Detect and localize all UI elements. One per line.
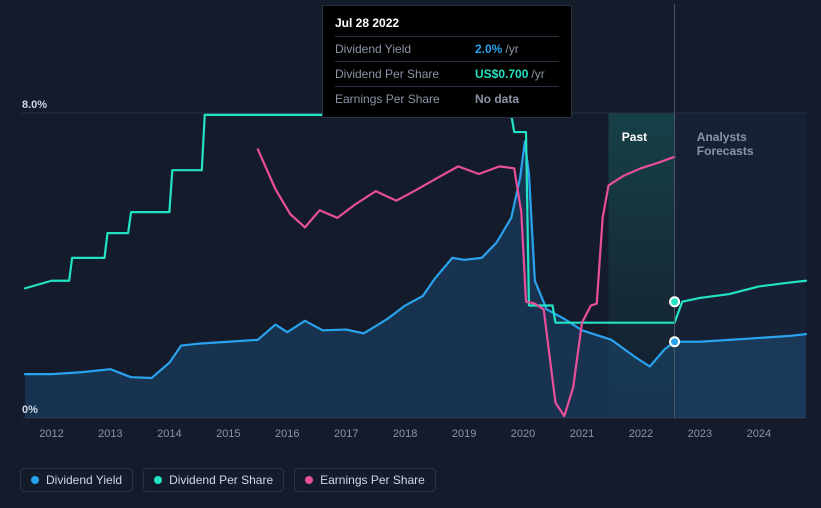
x-axis-label: 2015 — [216, 428, 240, 440]
x-axis-label: 2020 — [511, 428, 535, 440]
tooltip-label: Earnings Per Share — [335, 90, 475, 108]
legend-label: Dividend Per Share — [169, 473, 273, 487]
tooltip-label: Dividend Yield — [335, 40, 475, 58]
tooltip-unit: /yr — [505, 40, 518, 58]
tooltip-value: US$0.700 — [475, 65, 528, 83]
chart-legend: Dividend Yield Dividend Per Share Earnin… — [20, 468, 436, 492]
y-axis-label: 0% — [22, 404, 38, 416]
x-axis-label: 2014 — [157, 428, 181, 440]
tooltip-row: Dividend Yield 2.0% /yr — [335, 36, 559, 61]
x-axis-label: 2013 — [98, 428, 122, 440]
x-axis-label: 2012 — [39, 428, 63, 440]
x-axis-label: 2019 — [452, 428, 476, 440]
legend-label: Dividend Yield — [46, 473, 122, 487]
legend-label: Earnings Per Share — [320, 473, 425, 487]
tooltip-row: Dividend Per Share US$0.700 /yr — [335, 61, 559, 86]
legend-dot-icon — [305, 476, 313, 484]
x-axis-label: 2024 — [747, 428, 771, 440]
dividend-chart: Jul 28 2022 Dividend Yield 2.0% /yr Divi… — [0, 0, 821, 508]
tooltip-label: Dividend Per Share — [335, 65, 475, 83]
y-axis-label: 8.0% — [22, 99, 47, 111]
x-axis-label: 2017 — [334, 428, 358, 440]
legend-item-dividend-per-share[interactable]: Dividend Per Share — [143, 468, 284, 492]
x-axis-label: 2023 — [688, 428, 712, 440]
x-axis-label: 2016 — [275, 428, 299, 440]
tooltip-unit: /yr — [531, 65, 544, 83]
legend-item-dividend-yield[interactable]: Dividend Yield — [20, 468, 133, 492]
legend-item-earnings-per-share[interactable]: Earnings Per Share — [294, 468, 436, 492]
tooltip-value: No data — [475, 90, 519, 108]
forecast-label: Analysts Forecasts — [697, 130, 780, 158]
past-label: Past — [622, 130, 647, 144]
chart-tooltip: Jul 28 2022 Dividend Yield 2.0% /yr Divi… — [322, 5, 572, 118]
tooltip-value: 2.0% — [475, 40, 502, 58]
x-axis-label: 2021 — [570, 428, 594, 440]
legend-dot-icon — [154, 476, 162, 484]
legend-dot-icon — [31, 476, 39, 484]
tooltip-date: Jul 28 2022 — [335, 14, 559, 32]
x-axis-label: 2018 — [393, 428, 417, 440]
x-axis-label: 2022 — [629, 428, 653, 440]
tooltip-row: Earnings Per Share No data — [335, 86, 559, 111]
